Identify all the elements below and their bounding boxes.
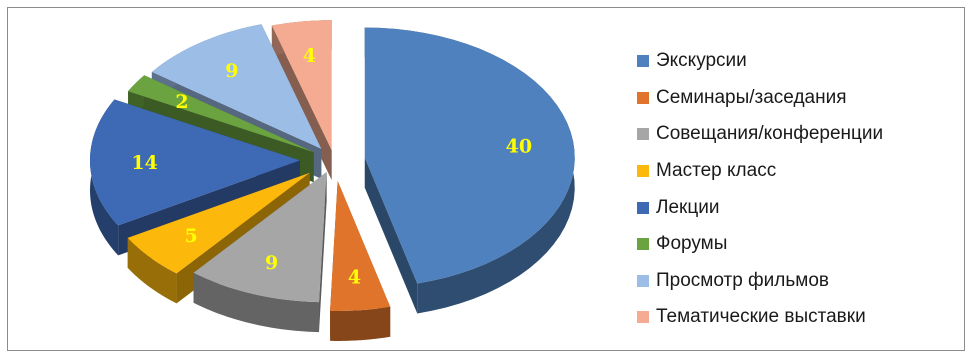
- data-label-2: 4: [348, 267, 361, 289]
- data-label-4: 5: [185, 225, 198, 247]
- legend-swatch: [637, 55, 649, 68]
- legend-swatch: [637, 274, 649, 287]
- data-label-3: 9: [265, 252, 278, 274]
- data-label-8: 4: [303, 45, 316, 67]
- legend-label: Форумы: [656, 233, 728, 255]
- pie-slice-5: [90, 99, 301, 226]
- legend-swatch: [637, 238, 649, 251]
- legend-item-8: Тематические выставки: [637, 299, 883, 336]
- pie-slice-4: [127, 172, 310, 274]
- legend-item-7: Просмотр фильмов: [637, 263, 883, 300]
- legend-label: Экскурсии: [656, 50, 747, 72]
- legend-item-3: Совещания/конференции: [637, 116, 883, 153]
- pie-slice-8: [271, 20, 332, 151]
- data-label-6: 2: [175, 91, 188, 113]
- pie-slice-1: [364, 27, 575, 284]
- data-label-7: 9: [225, 60, 238, 82]
- legend-item-5: Лекции: [637, 189, 883, 226]
- legend-label: Мастер класс: [656, 160, 777, 182]
- legend-item-6: Форумы: [637, 226, 883, 263]
- legend-label: Тематические выставки: [656, 306, 866, 328]
- pie-slice-6: [128, 75, 314, 153]
- legend-label: Семинары/заседания: [656, 86, 847, 108]
- legend-item-1: Экскурсии: [637, 43, 883, 80]
- legend-item-2: Семинары/заседания: [637, 80, 883, 117]
- data-label-1: 40: [506, 135, 532, 157]
- legend-swatch: [637, 91, 649, 104]
- data-label-5: 14: [131, 152, 157, 174]
- legend-label: Лекции: [656, 196, 720, 218]
- chart-area: 40 4 9 5 14 2 9 4 Экскурсии Семинары/заседания Со…: [7, 7, 965, 351]
- legend-swatch: [637, 128, 649, 141]
- pie-slice-2: [330, 180, 391, 311]
- pie-slice-3: [193, 172, 327, 303]
- pie-chart: 40 4 9 5 14 2 9 4: [90, 20, 575, 341]
- legend-swatch: [637, 311, 649, 324]
- legend-item-4: Мастер класс: [637, 153, 883, 190]
- legend-label: Совещания/конференции: [656, 123, 884, 145]
- legend: Экскурсии Семинары/заседания Совещания/кон…: [637, 43, 883, 336]
- legend-label: Просмотр фильмов: [656, 269, 830, 291]
- legend-swatch: [637, 201, 649, 214]
- legend-swatch: [637, 165, 649, 178]
- pie-slice-7: [151, 24, 322, 149]
